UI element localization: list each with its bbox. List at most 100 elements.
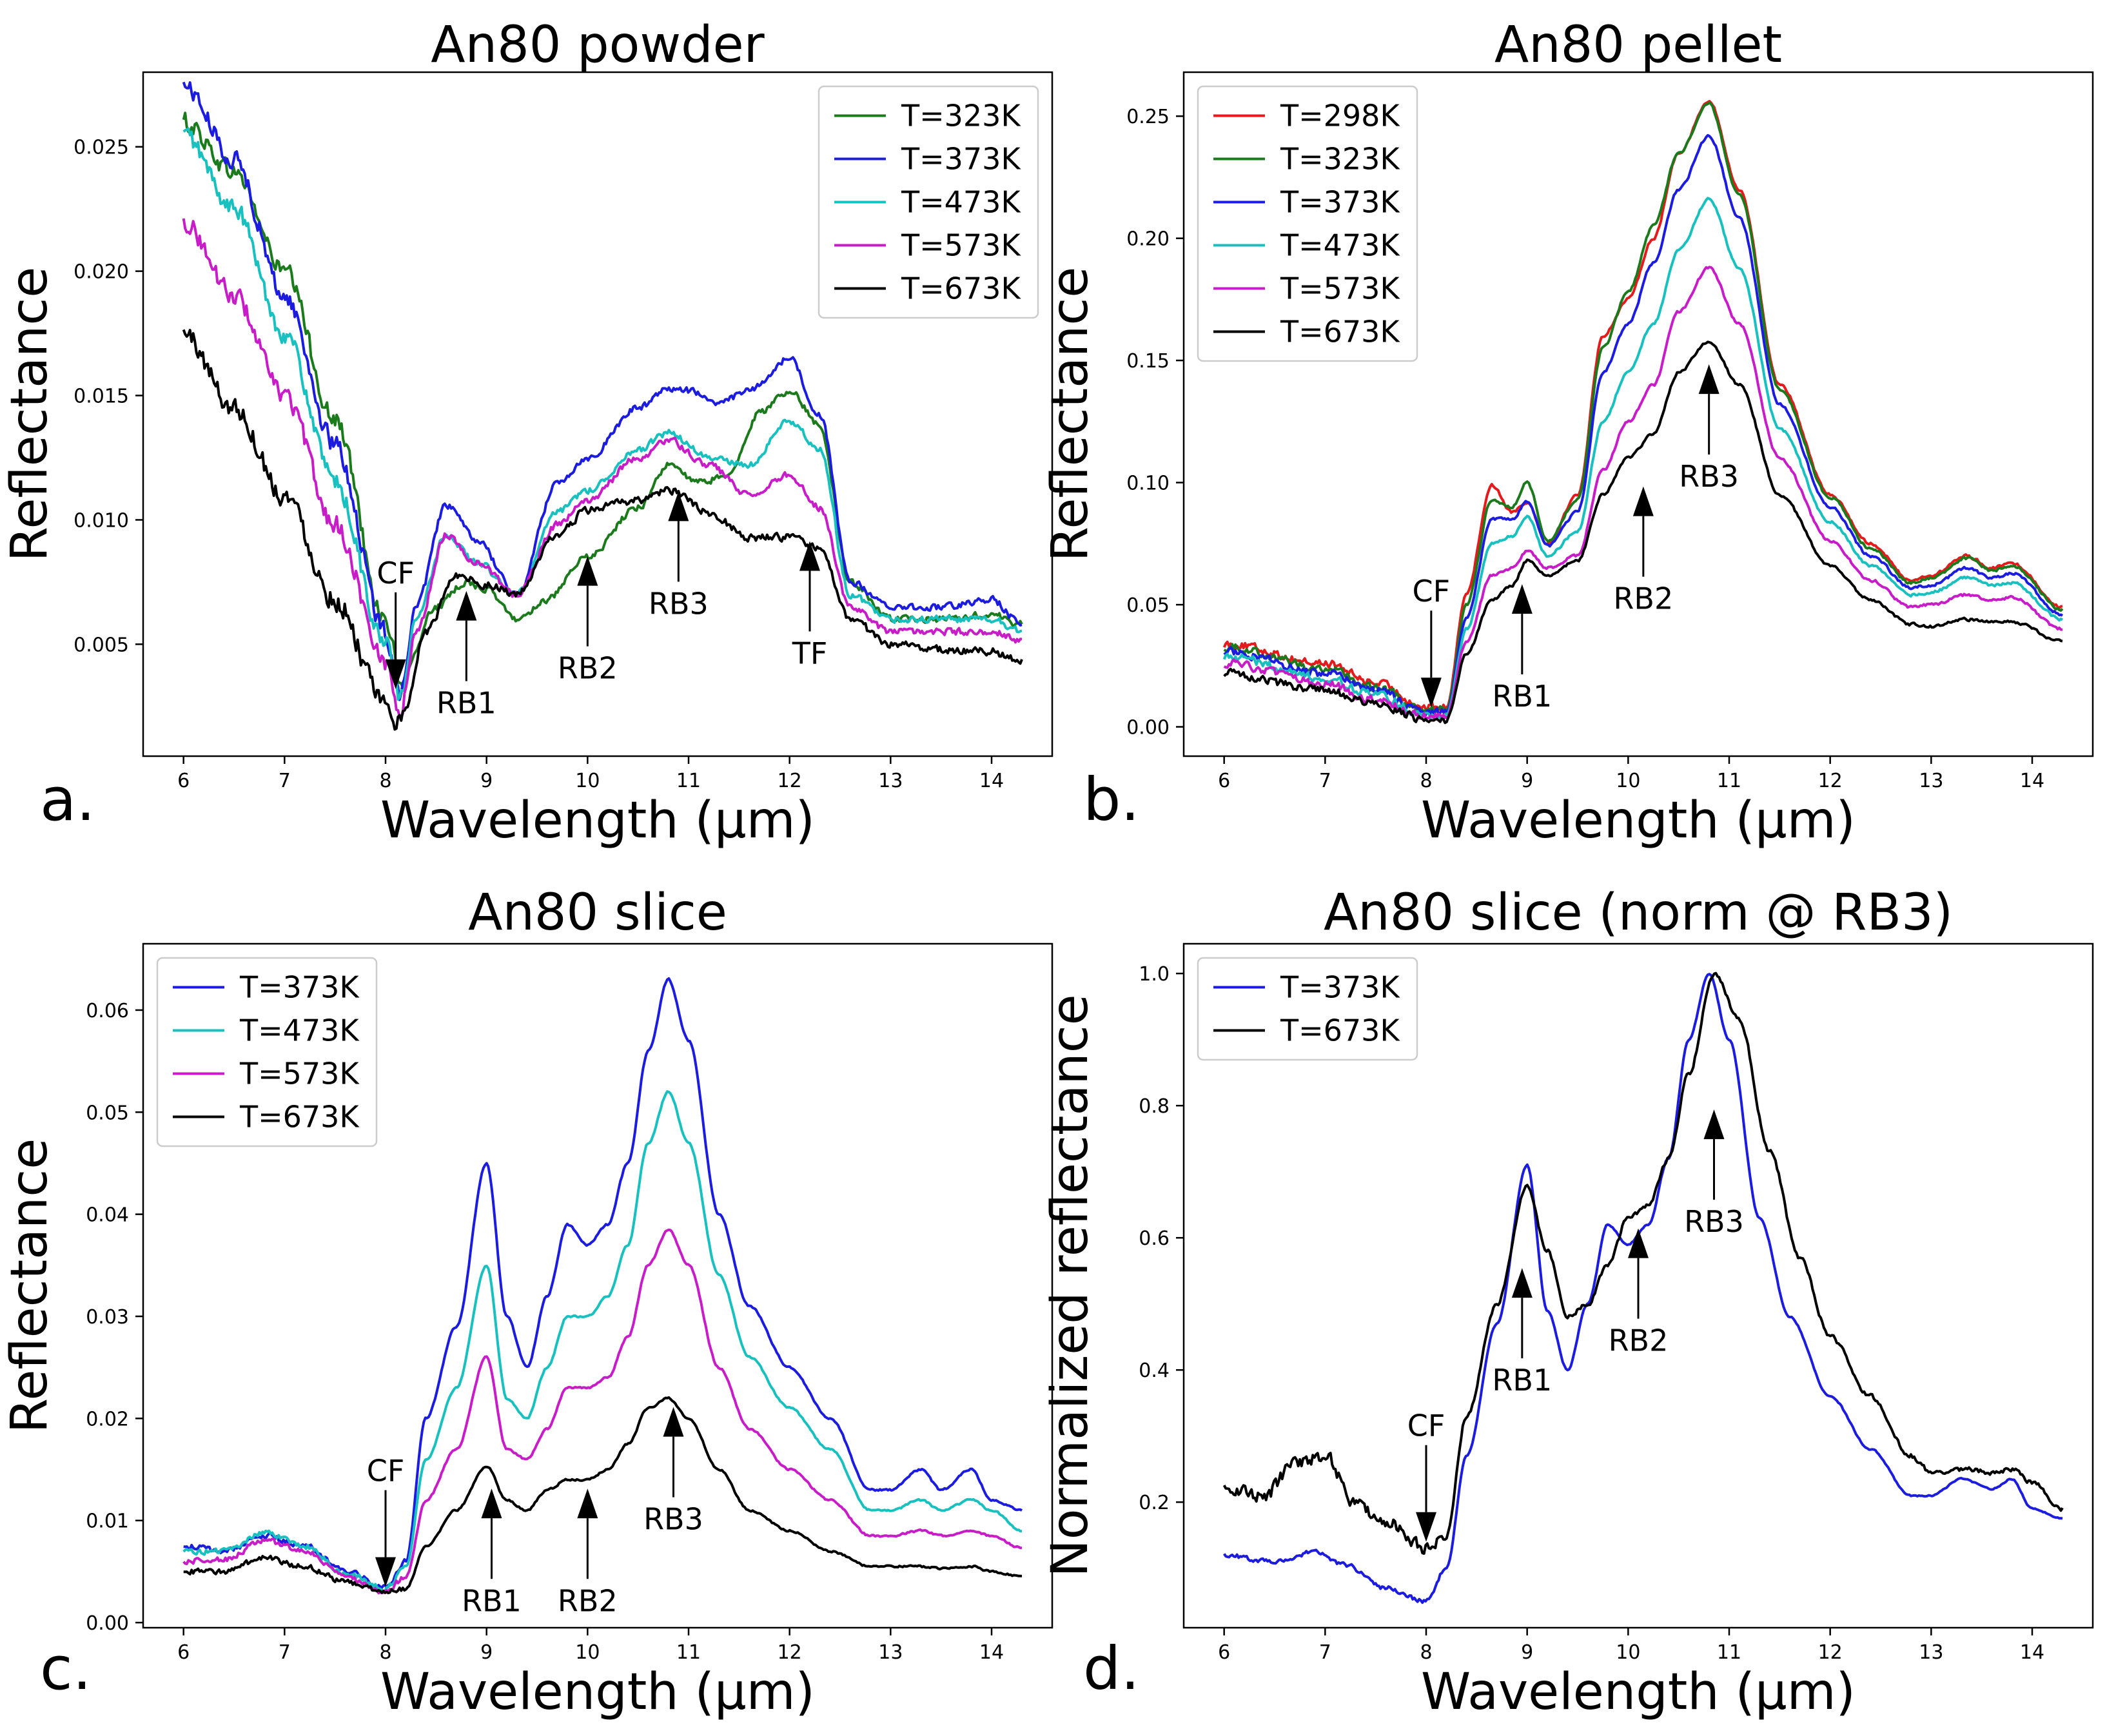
y-tick-label: 0.04: [86, 1204, 129, 1227]
annotation-label: RB2: [1613, 581, 1673, 616]
annotation-label: CF: [377, 556, 415, 590]
x-tick-label: 9: [1521, 770, 1533, 792]
annotation-arrowhead: [1703, 1109, 1725, 1140]
x-tick-label: 14: [979, 1641, 1004, 1664]
y-tick-label: 0.00: [1126, 717, 1170, 739]
x-tick-label: 7: [279, 770, 291, 792]
legend-label: T=673K: [1280, 1013, 1400, 1048]
x-tick-label: 9: [1521, 1641, 1533, 1664]
x-axis-label: Wavelength (μm): [1421, 792, 1856, 850]
x-tick-label: 12: [778, 1641, 802, 1664]
annotation-rb1: RB1: [1492, 584, 1552, 714]
annotation-cf: CF: [377, 556, 415, 689]
legend-box: [818, 85, 1039, 319]
y-tick-label: 1.0: [1139, 963, 1170, 986]
x-tick-label: 10: [575, 770, 600, 792]
legend-box: [1197, 957, 1418, 1061]
y-tick-label: 0.06: [86, 1000, 129, 1022]
series-line-T-573K: [182, 1228, 1023, 1595]
annotation-arrowhead: [663, 1407, 684, 1437]
annotation-label: RB1: [436, 686, 496, 721]
annotation-arrowhead: [456, 590, 477, 621]
panel-letter: c.: [40, 1634, 92, 1703]
x-tick-label: 8: [379, 770, 391, 792]
x-tick-label: 13: [1919, 1641, 1943, 1664]
x-tick-label: 8: [379, 1641, 391, 1664]
y-tick-label: 0.025: [73, 137, 129, 159]
legend: T=298K T=323K T=373K T=473K T=573K T=673K: [1197, 85, 1418, 362]
x-tick-label: 12: [778, 770, 802, 792]
x-tick-label: 7: [279, 1641, 291, 1664]
x-tick-label: 13: [878, 770, 903, 792]
annotation-arrowhead: [1632, 486, 1654, 516]
y-tick-label: 0.015: [73, 385, 129, 408]
y-tick-label: 0.25: [1126, 106, 1170, 128]
annotation-arrowhead: [1420, 678, 1442, 708]
chart-title: An80 pellet: [1494, 16, 1782, 74]
x-tick-label: 6: [1218, 1641, 1230, 1664]
annotation-arrowhead: [1416, 1512, 1436, 1542]
annotation-label: RB2: [558, 1583, 618, 1618]
x-tick-label: 6: [1218, 770, 1230, 792]
annotation-rb2: RB2: [558, 556, 618, 686]
x-tick-label: 10: [575, 1641, 600, 1664]
x-tick-label: 8: [1420, 1641, 1432, 1664]
annotation-arrowhead: [1511, 1268, 1533, 1298]
y-axis-label: Reflectance: [1041, 267, 1099, 561]
x-tick-label: 10: [1616, 770, 1640, 792]
annotation-label: RB3: [1684, 1204, 1744, 1239]
annotation-rb3: RB3: [643, 1407, 703, 1537]
annotation-label: TF: [792, 636, 828, 670]
series-line-T-373K: [1223, 973, 2062, 1604]
legend-label: T=373K: [901, 142, 1021, 177]
x-axis-label: Wavelength (μm): [380, 792, 815, 850]
y-tick-label: 0.4: [1139, 1360, 1170, 1382]
legend-label: T=573K: [901, 228, 1021, 263]
panel-c: An80 slice 6 7 8 9 10 11 12 13 14 0.00 0.01 0.02 0.03…: [1, 884, 1053, 1721]
y-tick-label: 0.10: [1126, 473, 1170, 495]
series-line-T-298K: [1222, 100, 2063, 712]
x-axis-label: Wavelength (μm): [380, 1663, 815, 1721]
annotation-cf: CF: [1413, 574, 1451, 708]
annotation-label: CF: [1413, 574, 1451, 609]
series-line-T-673K: [1222, 971, 2064, 1555]
y-tick-label: 0.6: [1139, 1227, 1170, 1250]
annotation-rb3: RB3: [1679, 364, 1739, 494]
legend-box: [156, 957, 378, 1147]
y-tick-label: 0.00: [86, 1612, 129, 1635]
y-axis-label: Reflectance: [1, 267, 59, 561]
legend-label: T=373K: [239, 970, 360, 1005]
legend-label: T=573K: [239, 1057, 360, 1091]
plot-frame: [1182, 942, 2094, 1629]
legend: T=323K T=373K T=473K T=573K T=673K: [818, 85, 1039, 319]
x-tick-label: 7: [1319, 770, 1331, 792]
legend-label: T=473K: [239, 1013, 360, 1048]
legend: T=373K T=673K: [1197, 957, 1418, 1061]
x-axis-label: Wavelength (μm): [1421, 1663, 1856, 1721]
x-tick-label: 13: [1919, 770, 1943, 792]
annotation-arrowhead: [668, 491, 689, 522]
annotation-cf: CF: [1407, 1409, 1445, 1542]
annotation-tf: TF: [792, 541, 828, 670]
annotation-rb1: RB1: [1492, 1268, 1552, 1398]
annotation-rb1: RB1: [436, 590, 496, 721]
panel-b: An80 pellet 6 7 8 9 10 11 12 13 14 0.00 0.05 0.10 0.1…: [1041, 16, 2094, 850]
series-line-T-573K: [1223, 266, 2063, 720]
annotation-arrowhead: [481, 1488, 502, 1519]
annotation-arrowhead: [1628, 1228, 1649, 1258]
annotation-label: CF: [367, 1454, 405, 1488]
series-line-T-373K: [1223, 133, 2064, 717]
annotation-label: RB1: [462, 1583, 522, 1618]
y-tick-label: 0.010: [73, 509, 129, 532]
y-tick-label: 0.020: [73, 261, 129, 284]
series-line-T-673K: [182, 329, 1023, 731]
annotation-rb3: RB3: [649, 491, 709, 621]
y-tick-label: 0.03: [86, 1306, 129, 1329]
chart-title: An80 slice: [468, 884, 727, 942]
legend-label: T=573K: [1280, 271, 1400, 306]
panel-letter: a.: [40, 765, 95, 834]
legend-label: T=323K: [901, 99, 1021, 133]
annotation-label: RB2: [558, 651, 618, 686]
x-tick-label: 12: [1818, 770, 1843, 792]
